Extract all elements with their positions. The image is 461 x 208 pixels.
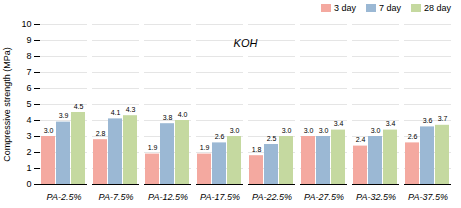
svg-text:4.1: 4.1 xyxy=(111,109,121,116)
svg-text:PA-17.5%: PA-17.5% xyxy=(200,192,240,202)
svg-text:3.0: 3.0 xyxy=(304,127,314,134)
svg-text:3.4: 3.4 xyxy=(386,120,396,127)
svg-text:6: 6 xyxy=(26,83,31,93)
svg-text:3.0: 3.0 xyxy=(282,127,292,134)
svg-text:Compressive strength (MPa): Compressive strength (MPa) xyxy=(2,47,12,162)
svg-text:4.5: 4.5 xyxy=(74,103,84,110)
svg-text:4.0: 4.0 xyxy=(178,111,188,118)
svg-text:1.8: 1.8 xyxy=(252,146,262,153)
svg-text:3.0: 3.0 xyxy=(230,127,240,134)
svg-text:3: 3 xyxy=(26,131,31,141)
svg-text:1: 1 xyxy=(26,163,31,173)
svg-text:10: 10 xyxy=(21,19,31,29)
svg-text:PA-32.5%: PA-32.5% xyxy=(356,192,396,202)
svg-text:3.0: 3.0 xyxy=(319,127,329,134)
svg-text:3.4: 3.4 xyxy=(334,120,344,127)
svg-text:0: 0 xyxy=(26,179,31,189)
svg-text:PA-37.5%: PA-37.5% xyxy=(408,192,448,202)
svg-text:1.9: 1.9 xyxy=(200,144,210,151)
svg-text:2: 2 xyxy=(26,147,31,157)
svg-text:3.6: 3.6 xyxy=(423,117,433,124)
svg-text:4.3: 4.3 xyxy=(126,106,136,113)
svg-text:4: 4 xyxy=(26,115,31,125)
svg-text:2.6: 2.6 xyxy=(215,133,225,140)
html-text:28 day: 28 day xyxy=(424,3,451,13)
svg-text:PA-27.5%: PA-27.5% xyxy=(304,192,344,202)
svg-text:2.5: 2.5 xyxy=(267,135,277,142)
html-text:3 day: 3 day xyxy=(333,3,356,13)
svg-text:8: 8 xyxy=(26,51,31,61)
svg-text:PA-7.5%: PA-7.5% xyxy=(99,192,134,202)
svg-text:1.9: 1.9 xyxy=(148,144,158,151)
svg-text:2.8: 2.8 xyxy=(96,130,106,137)
svg-text:2.6: 2.6 xyxy=(408,133,418,140)
svg-text:3.9: 3.9 xyxy=(59,112,69,119)
html-text:7 day: 7 day xyxy=(378,3,401,13)
svg-text:3.7: 3.7 xyxy=(438,115,448,122)
svg-text:PA-22.5%: PA-22.5% xyxy=(252,192,292,202)
svg-text:PA-2.5%: PA-2.5% xyxy=(47,192,82,202)
svg-text:2.4: 2.4 xyxy=(356,136,366,143)
html-text:KOH: KOH xyxy=(233,36,258,49)
svg-text:5: 5 xyxy=(26,99,31,109)
svg-text:9: 9 xyxy=(26,35,31,45)
svg-text:3.8: 3.8 xyxy=(163,114,173,121)
svg-text:3.0: 3.0 xyxy=(44,127,54,134)
svg-text:3.0: 3.0 xyxy=(371,127,381,134)
svg-text:7: 7 xyxy=(26,67,31,77)
svg-text:PA-12.5%: PA-12.5% xyxy=(148,192,188,202)
